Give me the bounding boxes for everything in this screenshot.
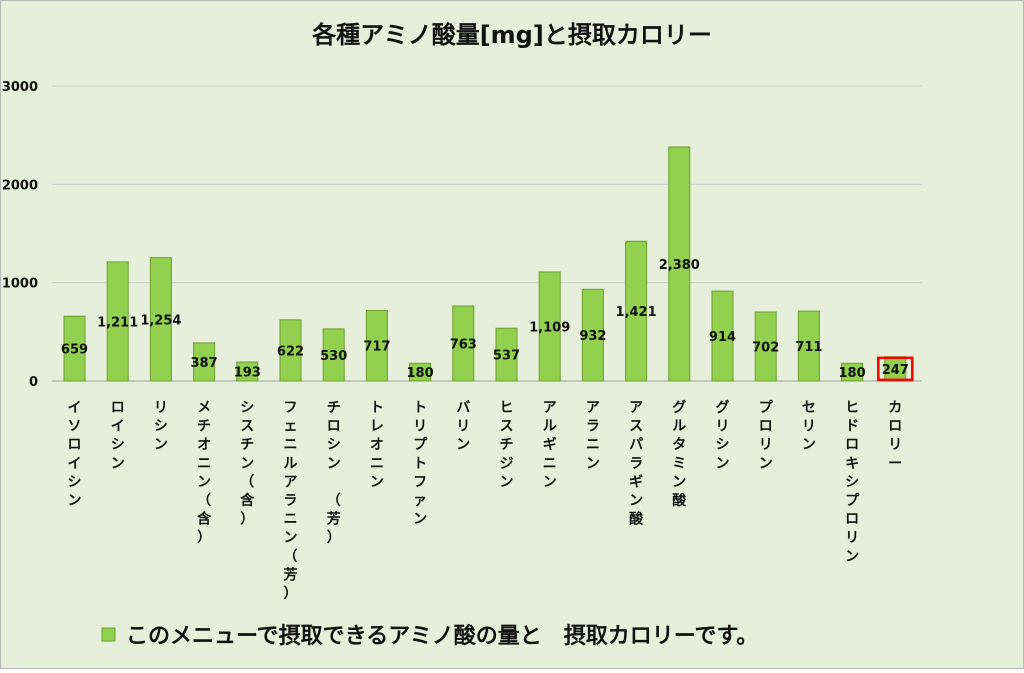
data-label: 1,109 [529,320,570,335]
bar [409,362,432,382]
bar [841,362,864,382]
data-label: 1,254 [140,313,181,328]
x-tick-label: メチオニン（含） [197,400,212,546]
bar [149,257,172,382]
legend-swatch [101,627,116,642]
bar [106,261,129,382]
x-tick-label: アラニン [586,400,600,472]
data-label: 763 [450,337,477,352]
data-label: 1,211 [97,315,138,330]
x-tick-label: トリプトファン [413,400,428,528]
highlight-box [877,356,914,382]
bar [322,328,345,382]
x-tick-label: ヒドロキシプロリン [845,400,860,565]
data-label: 2,380 [659,258,700,273]
bar [279,319,302,382]
x-tick-label: アルギニン [543,400,557,490]
x-tick-label: カロリー [888,400,902,472]
bar [625,240,648,382]
x-tick-label: トレオニン [370,400,384,490]
data-label: 914 [709,330,736,345]
data-label: 711 [795,340,822,355]
bar [668,146,691,382]
legend-label: このメニューで摂取できるアミノ酸の量と 摂取カロリーです。 [126,623,758,649]
data-label: 530 [320,349,347,364]
x-axis-labels: イソロイシン ロイシン リシン メチオニン（含） シスチン（含） フェニルアラニン（芳） チ… [68,399,903,602]
x-tick-label: ヒスチジン [500,400,514,490]
bars [63,146,907,382]
y-tick-label: 1000 [2,277,38,292]
x-tick-label: アスパラギン酸 [629,400,644,528]
data-labels: 659 1,211 1,254 387 193 622 530 717 180 763 537 1,1… [61,258,914,382]
bar [236,361,259,382]
x-tick-label: チロシン （芳） [327,400,341,546]
bar [63,315,86,382]
x-tick-label: グルタミン酸 [672,399,687,509]
data-label: 193 [234,366,261,381]
chart-title: 各種アミノ酸量[mg]と摂取カロリー [311,21,712,49]
bar [193,342,216,382]
bar [797,310,820,382]
x-tick-label: セリン [802,400,816,453]
bar [452,305,475,382]
y-tick-label: 2000 [2,178,38,193]
x-tick-label: バリン [456,400,470,453]
data-label: 622 [277,344,304,359]
x-tick-label: ロイシン [111,400,125,472]
data-label: 932 [579,329,606,344]
data-label: 180 [839,366,866,381]
bar [711,290,734,382]
bar [581,288,604,382]
data-label: 180 [407,366,434,381]
bar [495,327,518,382]
data-label: 247 [882,363,909,378]
bar [538,271,561,382]
x-tick-label: イソロイシン [68,400,82,509]
y-tick-label: 3000 [2,80,38,95]
y-tick-label: 0 [29,375,38,390]
x-tick-label: プロリン [759,400,774,472]
legend: このメニューで摂取できるアミノ酸の量と 摂取カロリーです。 [101,623,758,649]
data-label: 717 [363,340,390,355]
x-tick-label: フェニルアラニン（芳） [284,400,298,602]
data-label: 1,421 [616,305,657,320]
x-tick-label: シスチン（含） [240,400,255,528]
x-tick-label: グリシン [716,399,730,472]
data-label: 659 [61,343,88,358]
data-label: 387 [191,356,218,371]
data-label: 702 [752,340,779,355]
x-tick-label: リシン [154,400,168,453]
y-axis-ticks: 0 1000 2000 3000 [2,80,38,390]
bar [365,309,388,382]
data-label: 537 [493,349,520,364]
bar [754,311,777,382]
